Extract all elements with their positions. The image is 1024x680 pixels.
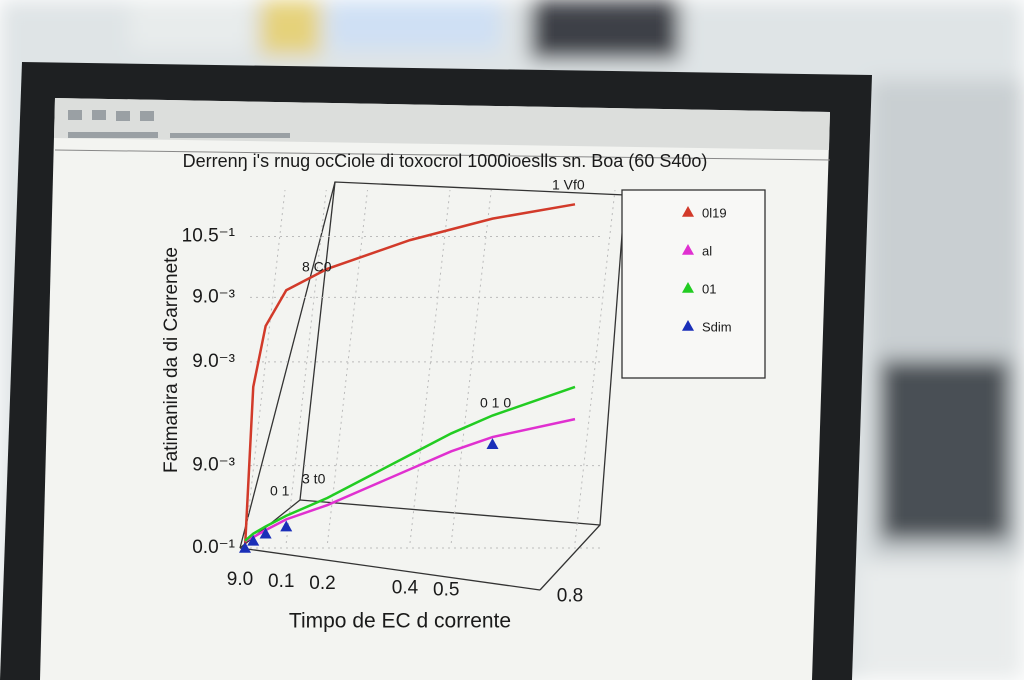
toolbar-icons (68, 110, 290, 138)
series-line (244, 417, 576, 542)
legend-marker (682, 244, 694, 255)
series-line (243, 203, 576, 549)
annotation: 0 1 0 (480, 395, 511, 411)
series-line (244, 385, 576, 542)
x-tick-label: 0.4 (392, 577, 419, 598)
x-tick-label: 0.8 (557, 586, 583, 607)
legend-label: al (702, 243, 712, 258)
legend-marker (682, 320, 694, 331)
x-tick-label: 0.1 (268, 571, 294, 592)
y-tick-label: 9.0⁻³ (192, 286, 235, 307)
marker (247, 534, 260, 546)
x-tick-label: 0.5 (433, 579, 459, 600)
marker (280, 520, 293, 532)
annotation: 0 1 (270, 483, 290, 499)
legend-marker (682, 282, 694, 293)
legend-label: Sdim (702, 319, 732, 334)
y-tick-label: 10.5⁻¹ (182, 226, 235, 247)
marker (239, 542, 251, 553)
y-axis-label: Fatimanira da di Carrenete (161, 247, 182, 473)
annotation: 8 C0 (302, 259, 332, 275)
x-tick-label: 0.2 (309, 573, 335, 594)
marker (486, 438, 499, 449)
legend-label: 0l19 (702, 205, 727, 220)
annotation: 3 t0 (302, 471, 326, 487)
toolbar-border (54, 149, 831, 161)
legend-label: 01 (702, 281, 716, 296)
legend-box (621, 189, 766, 379)
y-tick-label: 9.0⁻³ (192, 455, 235, 476)
y-tick-label: 0.0⁻¹ (192, 537, 235, 558)
x-axis-label: Timpo de EC d corrente (289, 610, 511, 633)
chart-title: Derrenŋ i's rnug ocCiole di toxocrol 100… (183, 151, 708, 171)
y-tick-label: 9.0⁻³ (192, 351, 235, 372)
legend-marker (682, 206, 694, 217)
x-tick-label: 9.0 (227, 569, 253, 590)
marker (259, 527, 272, 539)
annotation: 1 Vf0 (552, 177, 585, 193)
